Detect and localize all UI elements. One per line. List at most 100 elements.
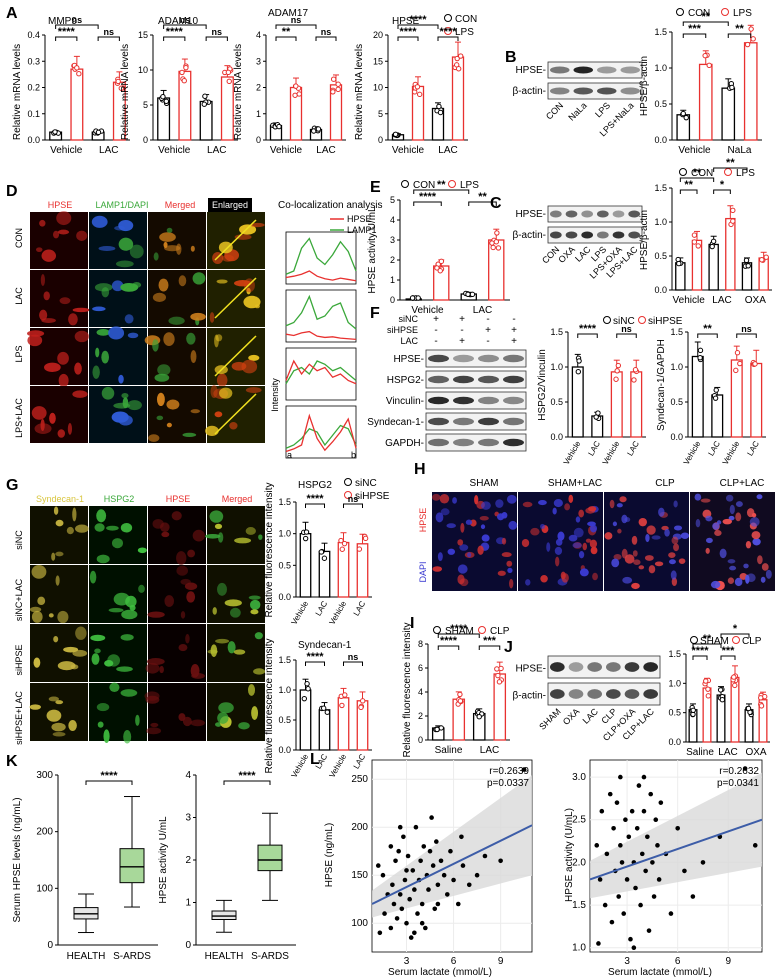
lane-label: LAC [581, 706, 601, 726]
y-axis-label: Relative mRNA levels [354, 44, 365, 140]
legend-label-sham: SHAM [700, 636, 729, 647]
micrograph-cell [258, 534, 263, 540]
data-point [430, 863, 436, 868]
blot-strip [425, 370, 527, 389]
y-axis-label: Relative mRNA levels [120, 44, 131, 140]
data-point [179, 69, 185, 76]
micrograph-cell [111, 411, 129, 423]
micrograph-cell [572, 542, 582, 549]
data-point [729, 84, 735, 91]
micrograph-cell [555, 538, 563, 546]
x-tick-label: LAC [586, 439, 602, 457]
x-axis-label: Serum lactate (mmol/L) [608, 967, 712, 978]
y-axis-label: Relative fluorescence intensity [264, 482, 275, 617]
data-point [330, 76, 337, 82]
micrograph-cell [46, 709, 62, 722]
data-point [183, 64, 189, 71]
micrograph-cell [714, 530, 722, 536]
micrograph-cell [631, 535, 638, 545]
trace-hpse [285, 413, 357, 453]
data-point [324, 709, 331, 715]
micrograph-cell [578, 551, 585, 559]
data-point [731, 674, 737, 680]
blot-strip [547, 61, 643, 79]
y-tick-label: 3 [256, 56, 261, 66]
data-point [648, 791, 654, 797]
micrograph-cell [180, 611, 186, 619]
micrograph-cell [716, 520, 722, 525]
data-point [623, 817, 628, 823]
x-group-label: OXA [745, 295, 766, 306]
sig-label: **** [419, 191, 437, 203]
panel-b-legend: CON LPS [676, 8, 752, 19]
enlarged-arrow [214, 277, 257, 319]
data-point [597, 877, 603, 882]
trace-hpse [285, 270, 357, 282]
blot-row-label: β-actin- [512, 230, 546, 241]
data-point [703, 678, 709, 684]
micrograph-cell [250, 599, 261, 610]
micrograph-cell [57, 610, 69, 624]
x-tick-label: LAC [625, 439, 641, 457]
panel-letter-l: L [310, 751, 320, 768]
y-tick-label: 4 [256, 30, 261, 40]
micrograph-cell [227, 641, 236, 654]
micrograph-cell [216, 373, 228, 388]
micrograph-cell [166, 422, 172, 428]
micrograph-cell [554, 546, 563, 555]
panel-h: SHAM SHAM+LAC CLP CLP+LAC HPSE DAPI [418, 478, 775, 591]
micrograph-cell [101, 350, 109, 364]
data-point [335, 86, 341, 93]
micrograph-cell [619, 496, 627, 503]
y-tick-label: 5 [143, 100, 148, 110]
panel-a-legend: CON LPS [444, 14, 477, 38]
y-tick-label: 1.5 [278, 655, 291, 665]
x-tick-label: Vehicle [328, 599, 349, 626]
data-point [702, 52, 708, 59]
x-tick-label: LAC [352, 752, 368, 770]
micrograph-cell [439, 493, 450, 504]
panel-d: HPSE LAMP1/DAPI Merged Enlarged CON LAC … [14, 198, 383, 460]
data-point [392, 131, 399, 137]
data-point [408, 935, 414, 940]
data-point [697, 347, 704, 354]
micrograph-cell [116, 666, 133, 672]
data-point [619, 860, 625, 865]
data-point [705, 686, 711, 692]
micrograph-cell [254, 632, 263, 640]
y-tick-label: 0.0 [27, 135, 40, 145]
condition-mark: - [486, 336, 489, 347]
y-tick-label: 1.0 [278, 529, 291, 539]
y-tick-label: 100 [36, 883, 53, 894]
sig-label: **** [399, 26, 417, 38]
data-point [691, 239, 698, 245]
micrograph-cell [457, 539, 464, 546]
micrograph-cell [66, 526, 74, 535]
sig-bracket [727, 33, 752, 38]
micrograph-cell [29, 606, 42, 613]
micrograph-cell [431, 493, 441, 501]
box [119, 848, 145, 884]
micrograph-cell [579, 568, 589, 577]
coloc-legend-hpse: HPSE [347, 214, 372, 224]
panel-letter-j: J [504, 639, 513, 656]
data-point [493, 239, 500, 245]
sig-bracket [163, 36, 186, 41]
micrograph-cell [671, 536, 679, 545]
y-tick-label: 20 [373, 30, 383, 40]
legend-label-sinc: siNC [355, 478, 377, 489]
micrograph-cell [501, 512, 508, 519]
data-point [414, 84, 421, 90]
data-point [419, 920, 425, 926]
micrograph-cell [89, 570, 97, 584]
micrograph-cell [164, 595, 175, 607]
blot-band [628, 210, 641, 218]
y-tick-label: 200 [351, 822, 368, 833]
blot-band [612, 231, 625, 239]
micrograph-cell [92, 365, 100, 379]
blot-band [503, 417, 524, 426]
micrograph-cell [108, 326, 125, 340]
micrograph-cell [31, 610, 43, 623]
data-point [633, 885, 638, 891]
